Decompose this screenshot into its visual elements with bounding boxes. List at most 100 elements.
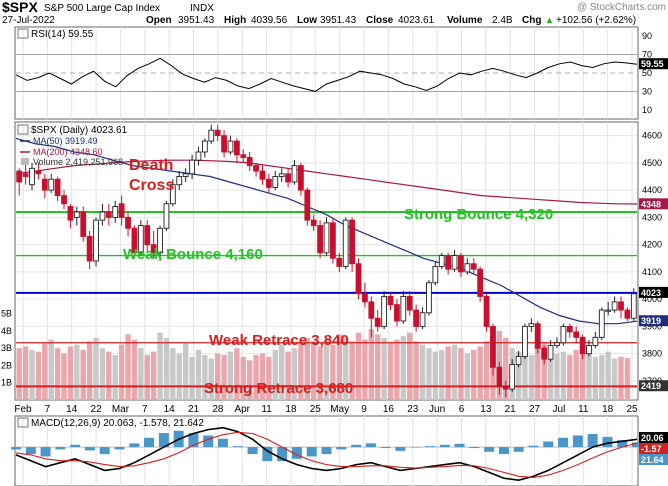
macd-histogram-bar [587,434,598,448]
candle [182,173,189,177]
x-label: 7 [142,404,148,415]
volume-bar [298,343,304,400]
macd-histogram-bar [469,447,480,449]
volume-bar [234,348,240,400]
candle [67,206,74,221]
candle [630,293,637,319]
candle [54,178,61,197]
volume-bar [464,353,471,400]
candle [406,295,413,311]
candle [73,211,80,218]
candlesticks [16,124,637,398]
macd-histogram-bar [498,447,509,455]
volume-tick: 4B [1,326,12,336]
volume-bar [618,356,624,400]
volume-bar [93,337,99,400]
macd-histogram-bar [70,444,81,448]
volume-bar [573,349,579,400]
volume-bar [541,343,547,400]
candle [61,195,67,205]
volume-bar [407,332,413,400]
x-label: 23 [407,404,419,415]
volume-bar [611,358,618,400]
volume-bar [439,349,445,400]
volume-bar [176,353,182,400]
candle [483,295,490,327]
candle [438,255,445,267]
volume-bar [272,349,278,400]
macd-histogram-bar [218,438,228,448]
macd-histogram-bar [572,435,583,448]
value-badge: 4023 [641,288,661,298]
x-label: Mar [112,404,130,415]
x-label: 6 [459,404,465,415]
candle [336,257,343,267]
x-label: Feb [14,404,32,415]
macd-histogram-bar [602,436,613,448]
volume-bar [138,348,144,400]
volume-bar [445,346,451,400]
candle [413,309,420,327]
macd-histogram-bar [351,444,362,448]
volume-bar [605,351,611,400]
candle [285,173,291,183]
volume-bar [330,344,336,400]
candle [259,170,266,180]
volume-bar [157,332,163,400]
macd-histogram-bar [513,447,524,452]
open-label: Open [146,15,172,26]
volume-bar [86,341,93,400]
candle [80,211,87,237]
volume-bar [458,348,464,400]
volume-bar [189,356,195,400]
candle [253,165,259,172]
macd-histogram-bar [144,437,155,448]
volume-bar [131,339,138,400]
candle [16,170,23,183]
level-lines [16,210,637,388]
volume-bar [503,337,509,400]
candle [586,345,592,355]
volume-bar [99,348,106,400]
legend-volume: Volume 2,419,251,968 [33,157,123,167]
macd-histogram-bar [114,447,125,450]
candle [48,178,55,191]
x-label: 25 [626,404,638,415]
volume-bar [163,337,170,400]
x-label: Apr [234,404,250,415]
candle [381,295,388,327]
x-label: 21 [188,404,200,415]
volume-bar [432,351,439,400]
volume-bar [381,337,387,400]
volume-bar [419,344,426,400]
volume-bar [221,355,227,400]
macd-histogram-bar [232,446,243,448]
candle [112,206,119,218]
volume-bar [599,355,605,400]
volume-bar [182,343,189,400]
candle [240,154,247,158]
macd-histogram-bar [129,443,140,448]
open-value: 3951.43 [178,15,215,26]
volume-bar [150,351,157,400]
volume-bar [547,348,554,400]
candle [163,203,170,229]
macd-histogram-bar [454,443,465,448]
volume-tick: 1B [1,378,12,388]
volume-bar [118,344,125,400]
candle [522,325,528,357]
macd-histogram-bar [188,433,199,448]
macd-histogram-bar [439,444,450,448]
volume-bar [368,329,375,400]
volume-bar [394,339,400,400]
price-tick: 4400 [642,185,662,195]
candle [611,301,618,311]
volume-bar [22,346,29,400]
volume-bar [278,344,285,400]
volume-bar [586,353,592,400]
volume-bar [16,348,22,400]
macd-histogram-bar [484,447,495,452]
candle [298,165,304,191]
candle [579,336,586,355]
